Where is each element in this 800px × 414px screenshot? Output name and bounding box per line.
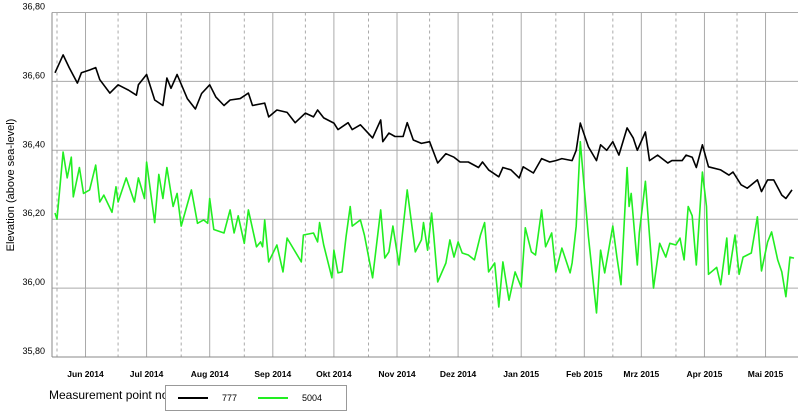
legend: 777 5004 bbox=[165, 385, 347, 411]
y-tick-label: 36,60 bbox=[22, 70, 45, 80]
x-tick-label: Mai 2015 bbox=[748, 369, 784, 379]
y-tick-label: 36,20 bbox=[22, 208, 45, 218]
legend-label-5004: 5004 bbox=[302, 393, 323, 403]
x-tick-label: Apr 2015 bbox=[686, 369, 722, 379]
x-tick-label: Mrz 2015 bbox=[623, 369, 659, 379]
y-tick-label: 36,80 bbox=[22, 2, 45, 12]
legend-swatch-777 bbox=[178, 397, 208, 399]
x-tick-label: Jun 2014 bbox=[67, 369, 104, 379]
y-axis-label: Elevation (above sea-level) bbox=[5, 119, 17, 252]
x-tick-label: Aug 2014 bbox=[191, 369, 229, 379]
x-tick-label: Sep 2014 bbox=[254, 369, 291, 379]
y-tick-label: 35,80 bbox=[22, 346, 45, 356]
series-line-5004 bbox=[54, 140, 795, 314]
legend-item-5004: 5004 bbox=[258, 386, 322, 410]
x-tick-label: Feb 2015 bbox=[566, 369, 603, 379]
plot-area bbox=[54, 54, 795, 314]
x-tick-label: Jul 2014 bbox=[130, 369, 164, 379]
x-tick-label: Dez 2014 bbox=[440, 369, 477, 379]
y-axis: 36,80 36,60 36,40 36,20 36,00 35,80 bbox=[22, 2, 45, 357]
legend-swatch-5004 bbox=[258, 397, 288, 399]
x-tick-label: Nov 2014 bbox=[378, 369, 416, 379]
x-axis: Jun 2014 Jul 2014 Aug 2014 Sep 2014 Okt 2014… bbox=[67, 369, 783, 379]
y-tick-label: 36,40 bbox=[22, 139, 45, 149]
x-tick-label: Jan 2015 bbox=[503, 369, 539, 379]
series-line-777 bbox=[54, 54, 793, 200]
x-tick-label: Okt 2014 bbox=[316, 369, 352, 379]
legend-label-777: 777 bbox=[222, 393, 238, 403]
y-tick-label: 36,00 bbox=[22, 277, 45, 287]
legend-item-777: 777 bbox=[178, 386, 237, 410]
legend-title: Measurement point no. bbox=[49, 388, 172, 402]
